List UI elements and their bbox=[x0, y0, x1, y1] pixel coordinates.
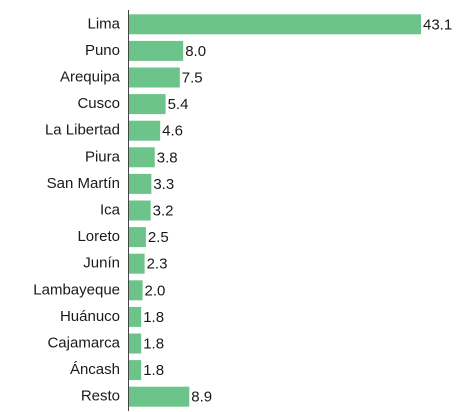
category-label: Ica bbox=[100, 201, 121, 218]
category-label: San Martín bbox=[47, 175, 120, 192]
bar bbox=[129, 14, 421, 35]
bar bbox=[129, 67, 180, 88]
value-label: 43.1 bbox=[423, 16, 452, 33]
category-label: Cajamarca bbox=[47, 334, 120, 351]
bar bbox=[129, 333, 142, 354]
bar bbox=[129, 94, 166, 115]
bar bbox=[129, 306, 142, 327]
value-label: 3.2 bbox=[153, 202, 174, 219]
category-label: Áncash bbox=[70, 361, 120, 378]
bar bbox=[129, 253, 145, 274]
category-label: Resto bbox=[81, 388, 120, 405]
bar bbox=[129, 386, 190, 407]
bar bbox=[129, 360, 142, 381]
bar bbox=[129, 147, 155, 168]
value-label: 3.8 bbox=[157, 149, 178, 166]
category-label: Piura bbox=[85, 148, 121, 165]
value-label: 7.5 bbox=[182, 69, 203, 86]
bar bbox=[129, 280, 143, 301]
bar bbox=[129, 40, 184, 61]
value-label: 1.8 bbox=[143, 335, 164, 352]
value-label: 2.0 bbox=[145, 282, 166, 299]
category-label: Arequipa bbox=[60, 68, 121, 85]
category-label: Cusco bbox=[77, 95, 120, 112]
category-label: Loreto bbox=[77, 228, 120, 245]
value-label: 1.8 bbox=[143, 309, 164, 326]
bar bbox=[129, 173, 152, 194]
category-label: Junín bbox=[83, 255, 120, 272]
value-label: 8.0 bbox=[185, 43, 206, 60]
category-label: La Libertad bbox=[45, 122, 120, 139]
category-label: Lima bbox=[87, 15, 120, 32]
category-label: Huánuco bbox=[60, 308, 120, 325]
value-label: 1.8 bbox=[143, 362, 164, 379]
value-label: 4.6 bbox=[162, 123, 183, 140]
bar bbox=[129, 120, 161, 141]
value-label: 8.9 bbox=[191, 389, 212, 406]
value-label: 2.5 bbox=[148, 229, 169, 246]
category-label: Puno bbox=[85, 42, 120, 59]
value-label: 5.4 bbox=[168, 96, 189, 113]
bar bbox=[129, 227, 146, 248]
value-label: 2.3 bbox=[147, 256, 168, 273]
value-label: 3.3 bbox=[153, 176, 174, 193]
category-label: Lambayeque bbox=[33, 281, 120, 298]
bar bbox=[129, 200, 151, 221]
